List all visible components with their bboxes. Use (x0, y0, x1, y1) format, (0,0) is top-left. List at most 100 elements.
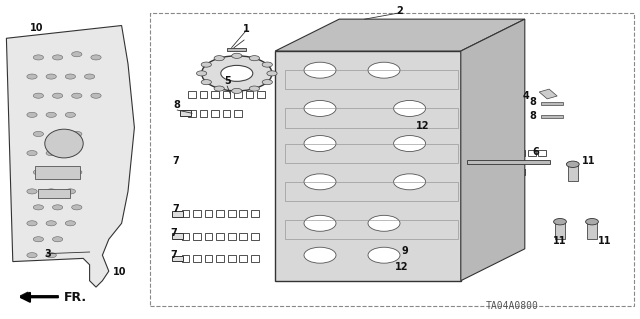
Bar (555, 221, 565, 239)
Circle shape (27, 189, 37, 194)
Circle shape (46, 253, 56, 258)
Bar (285, 108, 458, 128)
Circle shape (394, 136, 426, 152)
Circle shape (46, 74, 56, 79)
Text: 1: 1 (243, 24, 250, 34)
Circle shape (33, 170, 44, 175)
Bar (205, 255, 212, 262)
Circle shape (232, 88, 242, 93)
Bar (150, 13, 634, 306)
Bar (285, 220, 458, 239)
Circle shape (368, 62, 400, 78)
Circle shape (33, 205, 44, 210)
Bar (538, 150, 546, 156)
Bar (193, 210, 201, 217)
Circle shape (304, 174, 336, 190)
Circle shape (566, 161, 579, 167)
Circle shape (196, 71, 207, 76)
Text: 11: 11 (582, 156, 596, 166)
Bar (257, 91, 265, 98)
Text: 2: 2 (397, 6, 403, 16)
Circle shape (72, 52, 82, 57)
Bar (239, 255, 247, 262)
Circle shape (554, 219, 566, 225)
Circle shape (304, 62, 336, 78)
Bar (182, 255, 189, 262)
Text: 12: 12 (415, 121, 429, 131)
Bar (540, 89, 557, 99)
Circle shape (65, 221, 76, 226)
Circle shape (65, 74, 76, 79)
Bar (38, 189, 70, 198)
Text: 6: 6 (532, 146, 539, 157)
Circle shape (46, 151, 56, 156)
Circle shape (33, 55, 44, 60)
Bar (541, 102, 563, 105)
Bar (239, 210, 247, 217)
Text: 5: 5 (224, 76, 230, 86)
Bar (508, 169, 515, 175)
Bar (223, 91, 230, 98)
Circle shape (202, 56, 272, 91)
Bar (216, 233, 224, 240)
Bar (211, 91, 219, 98)
Circle shape (33, 131, 44, 137)
Bar (251, 210, 259, 217)
Circle shape (33, 237, 44, 242)
Circle shape (250, 56, 260, 61)
Circle shape (46, 112, 56, 117)
Circle shape (91, 93, 101, 98)
Bar (487, 169, 495, 175)
Bar (285, 182, 458, 201)
Circle shape (52, 170, 63, 175)
Bar (172, 256, 183, 261)
Circle shape (394, 174, 426, 190)
Bar (182, 233, 189, 240)
Text: FR.: FR. (64, 291, 87, 304)
Text: 3: 3 (45, 249, 51, 259)
Text: 7: 7 (171, 250, 177, 260)
Bar (518, 169, 525, 175)
Circle shape (84, 74, 95, 79)
Bar (188, 110, 196, 117)
Circle shape (262, 80, 273, 85)
Text: TA04A0800: TA04A0800 (486, 301, 538, 311)
Circle shape (27, 112, 37, 117)
Bar (467, 160, 550, 164)
Text: 9: 9 (401, 246, 408, 256)
Bar (205, 233, 212, 240)
Circle shape (72, 131, 82, 137)
Bar (587, 221, 597, 239)
Bar (227, 48, 246, 51)
Bar (200, 110, 207, 117)
Circle shape (65, 189, 76, 194)
Text: 10: 10 (30, 23, 44, 33)
Circle shape (65, 151, 76, 156)
Bar (487, 150, 495, 156)
Bar (285, 144, 458, 163)
Text: 10: 10 (113, 267, 127, 277)
Bar (518, 150, 525, 156)
Circle shape (368, 215, 400, 231)
Circle shape (27, 221, 37, 226)
Circle shape (46, 189, 56, 194)
Circle shape (27, 253, 37, 258)
Circle shape (304, 100, 336, 116)
Bar (228, 255, 236, 262)
Bar (172, 211, 183, 217)
Circle shape (72, 93, 82, 98)
Circle shape (394, 100, 426, 116)
Bar (182, 210, 189, 217)
Circle shape (52, 131, 63, 137)
Bar (234, 110, 242, 117)
Bar (275, 51, 461, 281)
Bar (497, 169, 505, 175)
Bar (497, 150, 505, 156)
Text: 7: 7 (173, 156, 179, 166)
Polygon shape (275, 19, 525, 51)
Circle shape (214, 86, 225, 91)
Polygon shape (6, 26, 134, 287)
Text: 4: 4 (523, 91, 529, 101)
Bar (216, 255, 224, 262)
Bar (467, 169, 474, 175)
